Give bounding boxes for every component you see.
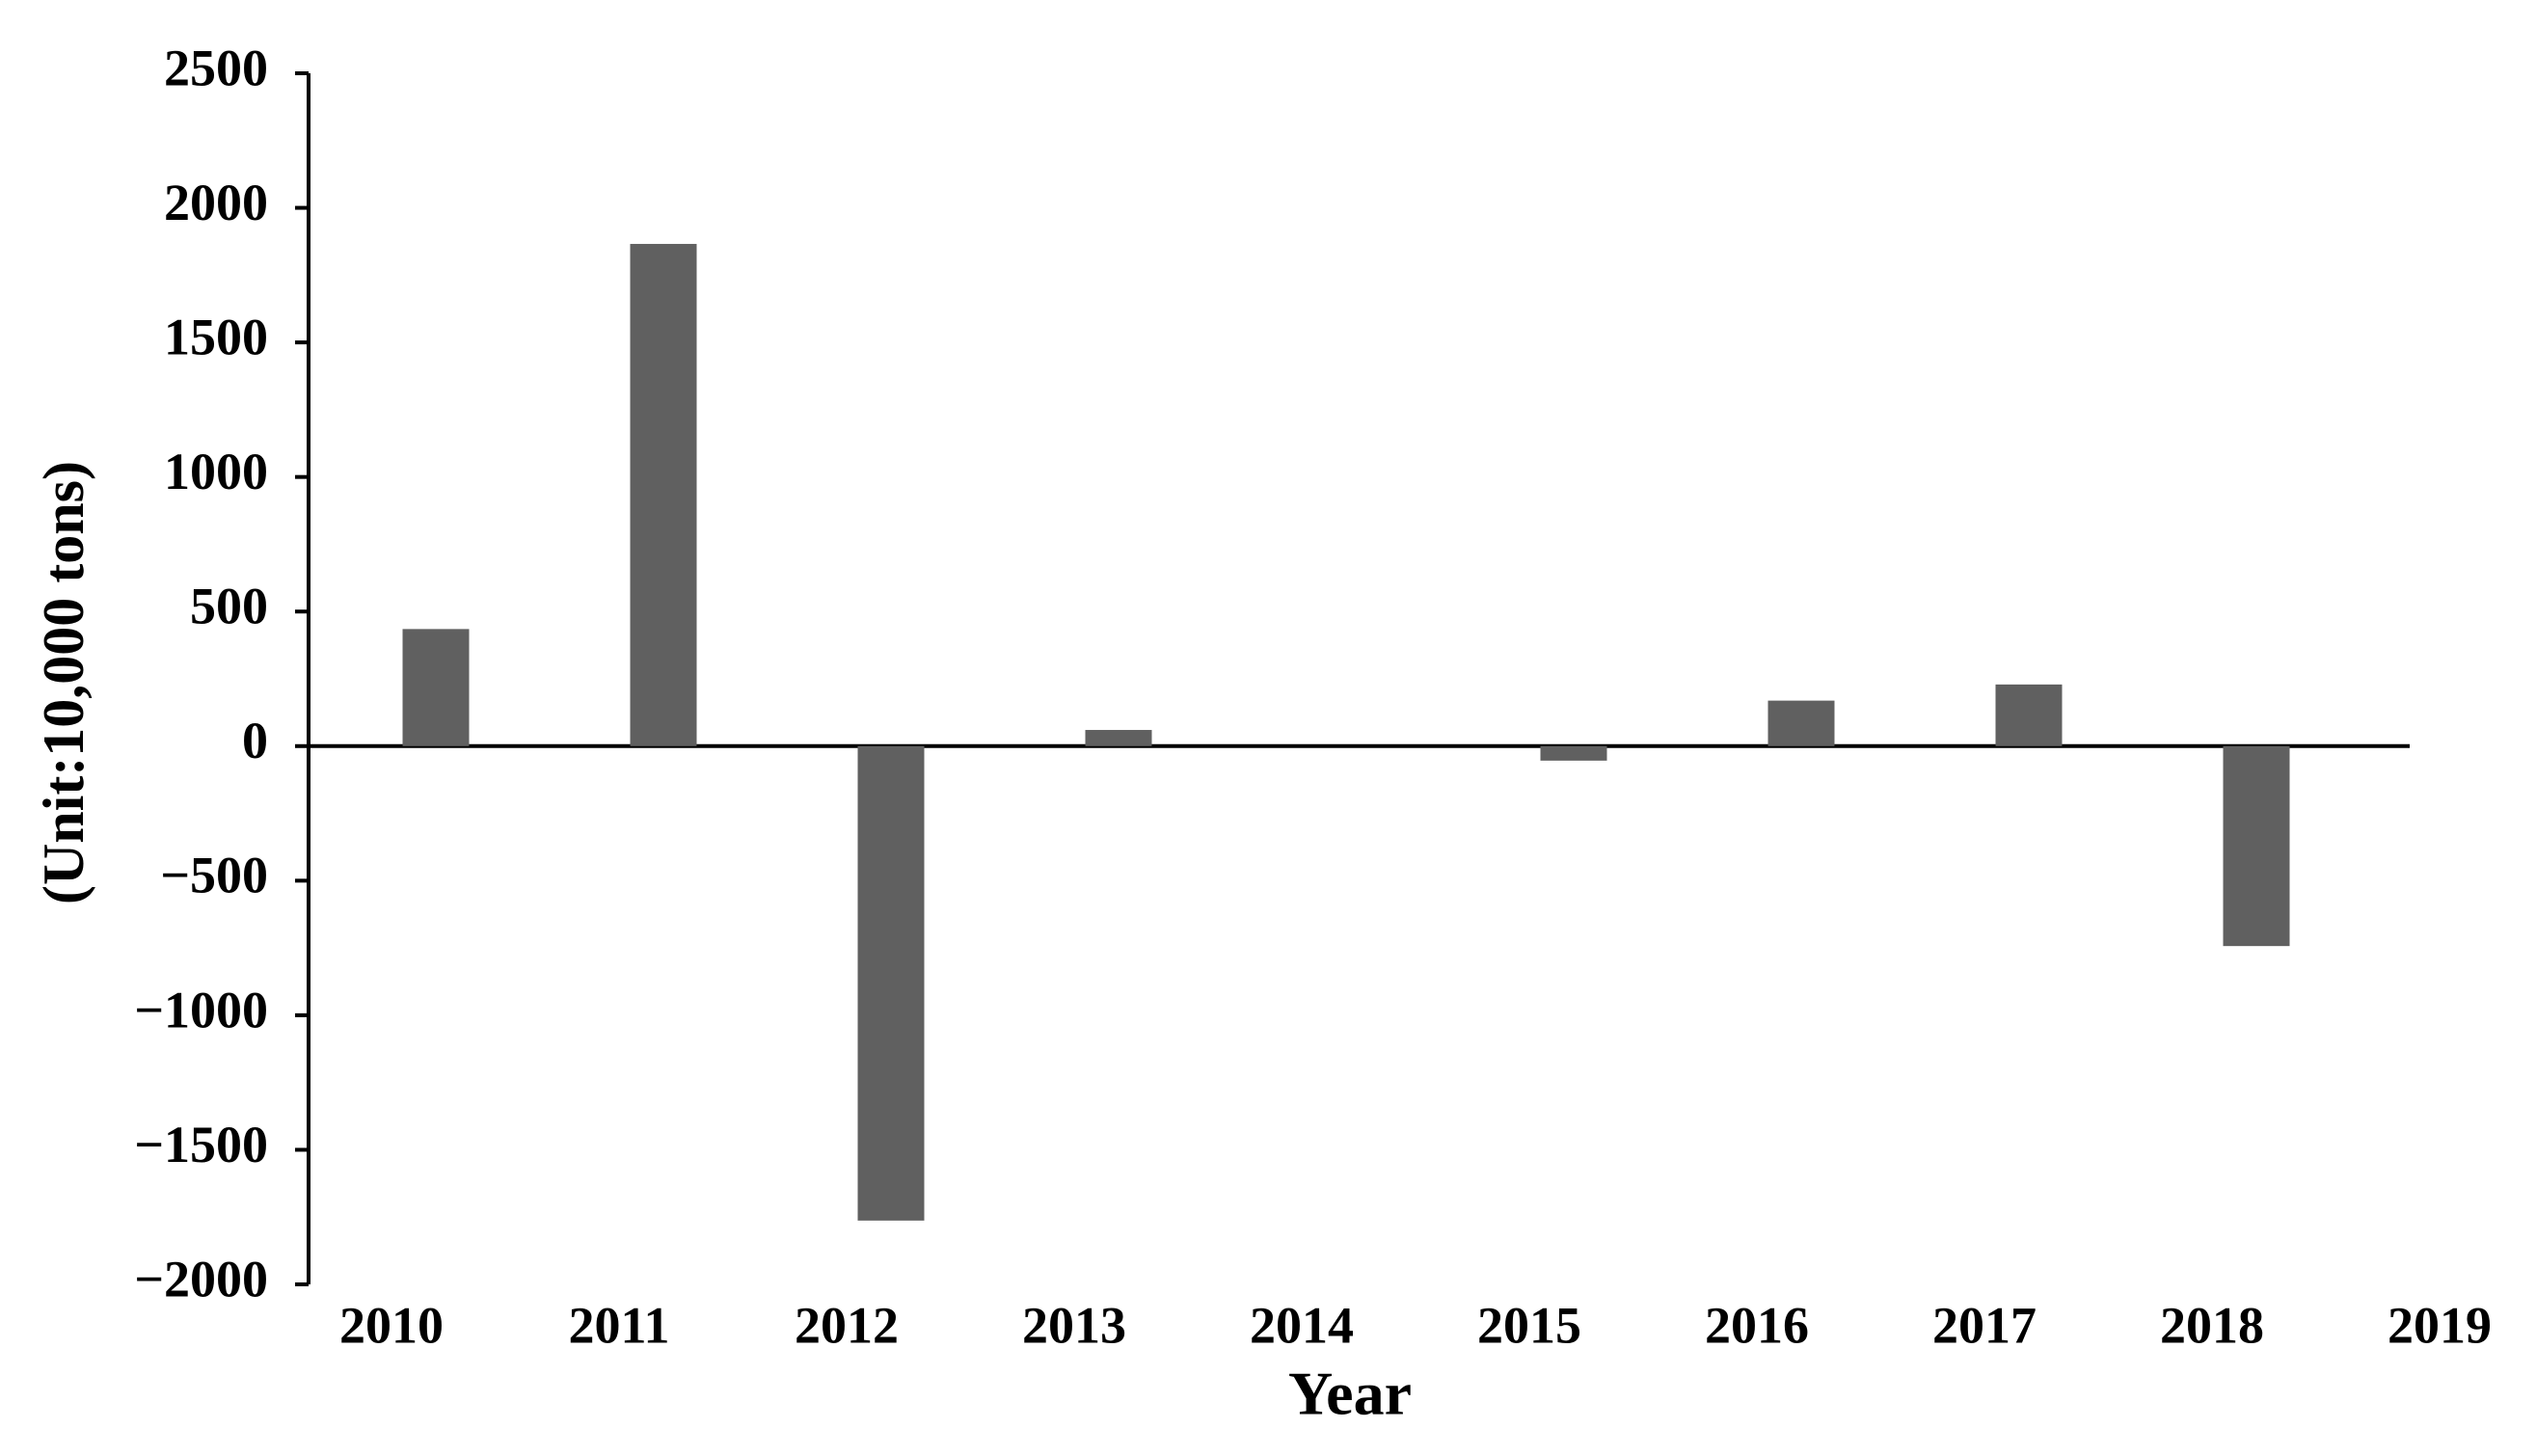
- y-tick-label: −1000: [134, 981, 268, 1038]
- y-tick-label: 500: [190, 578, 268, 635]
- bar: [857, 745, 925, 1221]
- bar: [1085, 730, 1152, 746]
- y-tick-label: 1500: [164, 309, 268, 366]
- x-tick-label: 2014: [1250, 1296, 1354, 1354]
- bar: [630, 243, 697, 746]
- x-tick-label: 2018: [2160, 1296, 2264, 1354]
- x-tick-label: 2010: [339, 1296, 444, 1354]
- x-tick-label: 2015: [1477, 1296, 1581, 1354]
- y-axis-label: (Unit:10,000 tons): [32, 461, 95, 904]
- y-tick-label: −1500: [134, 1116, 268, 1173]
- y-tick-label: 2000: [164, 174, 268, 231]
- x-tick-label: 2016: [1705, 1296, 1809, 1354]
- x-tick-label: 2013: [1022, 1296, 1126, 1354]
- bar: [1540, 745, 1607, 761]
- x-tick-label: 2011: [568, 1296, 669, 1354]
- bar: [1767, 700, 1835, 746]
- bar: [402, 629, 470, 746]
- bar: [2223, 745, 2290, 947]
- y-tick-label: −2000: [134, 1250, 268, 1308]
- y-tick-label: 0: [242, 712, 268, 769]
- x-tick-label: 2012: [795, 1296, 899, 1354]
- x-axis-label: Year: [1288, 1360, 1412, 1428]
- y-tick-label: 2500: [164, 39, 268, 96]
- y-tick-label: 1000: [164, 443, 268, 500]
- bar: [1995, 684, 2063, 746]
- y-tick-label: −500: [160, 847, 268, 904]
- x-tick-label: 2019: [2388, 1296, 2492, 1354]
- x-tick-label: 2017: [1932, 1296, 2037, 1354]
